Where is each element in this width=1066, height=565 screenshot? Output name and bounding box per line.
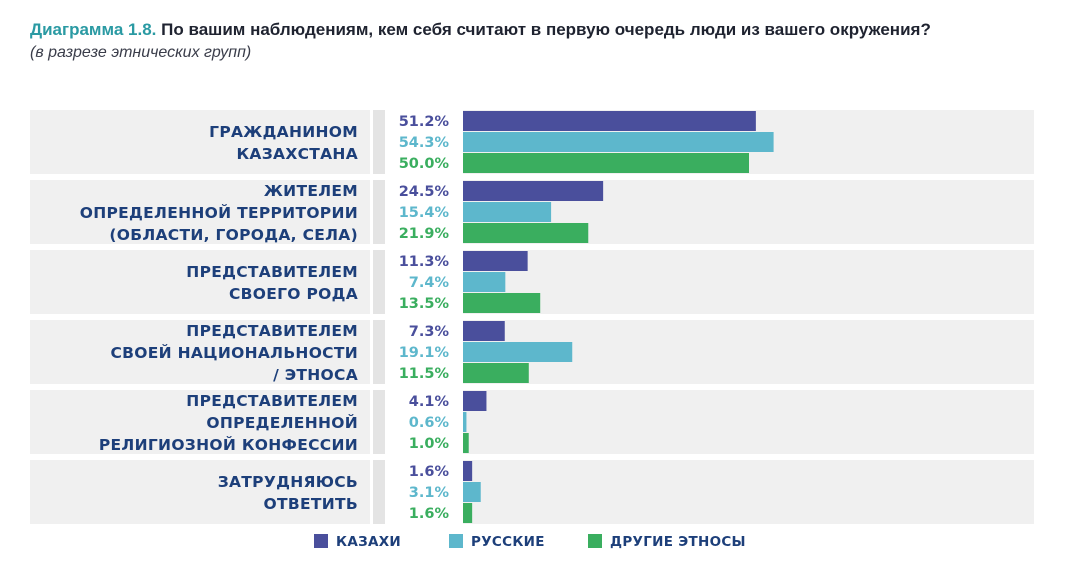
bar xyxy=(463,363,529,383)
category-divider xyxy=(373,390,385,454)
data-label: 3.1% xyxy=(409,485,450,501)
category-label: ПРЕДСТАВИТЕЛЕМ xyxy=(186,263,358,281)
legend-swatch xyxy=(449,534,463,548)
category-label-bg xyxy=(30,110,370,174)
bar xyxy=(463,321,505,341)
data-label: 1.0% xyxy=(409,436,450,452)
category-label: РЕЛИГИОЗНОЙ КОНФЕССИИ xyxy=(99,435,358,454)
bar xyxy=(463,181,604,201)
bar xyxy=(463,202,552,222)
category-divider xyxy=(373,460,385,524)
category-label-bg xyxy=(30,320,370,384)
bar xyxy=(463,503,473,523)
bar xyxy=(463,132,774,152)
chart-title: Диаграмма 1.8. По вашим наблюдениям, кем… xyxy=(30,20,931,40)
legend-entry: КАЗАХИ xyxy=(336,534,401,550)
legend-swatch xyxy=(314,534,328,548)
category-label: КАЗАХСТАНА xyxy=(236,145,358,163)
bar-track-bg xyxy=(463,390,1034,454)
data-label: 21.9% xyxy=(399,226,450,242)
bar xyxy=(463,111,756,131)
data-label: 54.3% xyxy=(399,135,450,151)
bar-track-bg xyxy=(463,250,1034,314)
category-label-bg xyxy=(30,180,370,244)
category-label: / ЭТНОСА xyxy=(273,366,358,384)
bar xyxy=(463,391,487,411)
category-divider xyxy=(373,250,385,314)
bar xyxy=(463,342,573,362)
chart-subtitle: (в разрезе этнических групп) xyxy=(30,44,252,61)
bar xyxy=(463,482,481,502)
bar xyxy=(463,251,528,271)
data-label: 15.4% xyxy=(399,205,450,221)
legend-entry: ДРУГИЕ ЭТНОСЫ xyxy=(610,534,746,550)
category-label: ОПРЕДЕЛЕННОЙ ТЕРРИТОРИИ xyxy=(80,203,358,222)
legend-swatch xyxy=(588,534,602,548)
category-label: ПРЕДСТАВИТЕЛЕМ xyxy=(186,322,358,340)
data-label: 50.0% xyxy=(399,156,450,172)
data-label: 7.3% xyxy=(409,324,450,340)
category-label: ГРАЖДАНИНОМ xyxy=(209,123,358,141)
bar xyxy=(463,153,749,173)
category-label: ЗАТРУДНЯЮСЬ xyxy=(218,473,358,491)
bar xyxy=(463,223,589,243)
category-label-bg xyxy=(30,250,370,314)
category-label: ПРЕДСТАВИТЕЛЕМ xyxy=(186,392,358,410)
category-label: ОТВЕТИТЬ xyxy=(264,495,358,513)
category-divider xyxy=(373,180,385,244)
category-label: ЖИТЕЛЕМ xyxy=(264,182,358,200)
data-label: 1.6% xyxy=(409,506,450,522)
category-label-bg xyxy=(30,460,370,524)
bar xyxy=(463,412,467,432)
legend-entry: РУССКИЕ xyxy=(471,534,545,550)
data-label: 19.1% xyxy=(399,345,450,361)
category-divider xyxy=(373,320,385,384)
category-label: ОПРЕДЕЛЕННОЙ xyxy=(206,413,358,432)
data-label: 24.5% xyxy=(399,184,450,200)
bar xyxy=(463,461,473,481)
category-label: СВОЕГО РОДА xyxy=(229,285,358,303)
bar xyxy=(463,293,541,313)
chart-title-text: По вашим наблюдениям, кем себя считают в… xyxy=(161,20,931,39)
data-label: 11.3% xyxy=(399,254,450,270)
data-label: 51.2% xyxy=(399,114,450,130)
category-label-bg xyxy=(30,390,370,454)
chart-title-prefix: Диаграмма 1.8. xyxy=(30,20,157,39)
data-label: 7.4% xyxy=(409,275,450,291)
bar xyxy=(463,433,469,453)
data-label: 4.1% xyxy=(409,394,450,410)
category-divider xyxy=(373,110,385,174)
bar xyxy=(463,272,506,292)
data-label: 1.6% xyxy=(409,464,450,480)
bar-track-bg xyxy=(463,460,1034,524)
data-label: 13.5% xyxy=(399,296,450,312)
category-label: СВОЕЙ НАЦИОНАЛЬНОСТИ xyxy=(110,343,358,362)
data-label: 11.5% xyxy=(399,366,450,382)
data-label: 0.6% xyxy=(409,415,450,431)
category-label: (ОБЛАСТИ, ГОРОДА, СЕЛА) xyxy=(109,226,358,244)
